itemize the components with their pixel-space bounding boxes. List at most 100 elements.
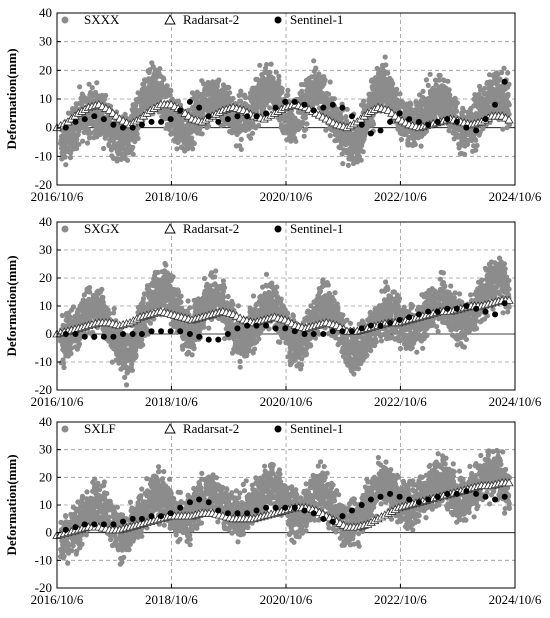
data-point <box>310 107 317 114</box>
data-point <box>132 355 138 361</box>
data-point <box>129 367 135 373</box>
data-point <box>114 158 120 164</box>
data-point <box>396 110 403 117</box>
data-point <box>437 72 443 79</box>
data-point <box>84 140 91 146</box>
data-point <box>250 130 256 136</box>
data-point <box>101 145 107 152</box>
data-point <box>61 153 67 159</box>
legend-marker-black-dot <box>274 16 282 24</box>
data-point <box>163 262 169 268</box>
data-point <box>408 101 414 107</box>
data-point <box>377 127 384 134</box>
data-point <box>148 118 155 125</box>
data-point <box>331 96 337 102</box>
data-point <box>397 91 403 97</box>
data-point <box>110 121 117 128</box>
data-point <box>177 107 184 114</box>
data-point <box>132 138 138 145</box>
y-axis-label: Deformation(mm) <box>4 48 19 149</box>
data-point <box>252 346 258 352</box>
data-point <box>420 88 426 94</box>
data-point <box>89 85 95 91</box>
data-point <box>67 155 74 161</box>
data-point <box>81 116 88 123</box>
data-point <box>492 101 499 108</box>
data-point <box>124 157 131 163</box>
data-point <box>237 358 243 364</box>
x-tick-label: 2022/10/6 <box>374 189 427 204</box>
data-point <box>237 364 243 370</box>
data-point <box>189 135 195 141</box>
data-point <box>242 95 249 101</box>
y-tick-label: -10 <box>35 148 52 163</box>
y-tick-label: 20 <box>39 62 52 77</box>
data-point <box>263 110 270 117</box>
data-point <box>367 130 374 137</box>
data-point <box>226 84 232 91</box>
data-point <box>158 118 165 125</box>
data-point <box>185 298 191 304</box>
data-point <box>320 104 327 111</box>
y-tick-label: 10 <box>39 91 52 106</box>
data-point <box>425 82 431 88</box>
data-point <box>427 71 433 77</box>
data-point <box>72 118 79 125</box>
data-point <box>276 73 282 79</box>
data-point <box>76 340 82 346</box>
data-point <box>175 287 181 293</box>
data-point <box>138 121 145 128</box>
data-point <box>444 116 451 123</box>
data-point <box>222 285 228 291</box>
data-point <box>237 98 243 104</box>
data-point <box>86 81 92 87</box>
data-point <box>191 140 197 147</box>
data-point <box>344 106 350 112</box>
y-tick-label: 0 <box>46 120 53 135</box>
data-point <box>174 146 180 152</box>
data-point <box>272 104 279 111</box>
data-point <box>256 336 262 342</box>
data-point <box>73 137 80 143</box>
data-point <box>453 118 460 125</box>
data-point <box>253 113 260 120</box>
data-point <box>382 54 388 60</box>
data-point <box>167 116 174 123</box>
data-point <box>322 77 328 83</box>
legend-label: SXXX <box>84 12 120 27</box>
data-point <box>68 150 74 156</box>
data-point <box>327 133 333 139</box>
legend-label: Radarsat-2 <box>183 12 239 27</box>
data-point <box>140 299 146 305</box>
data-point <box>63 162 69 168</box>
data-point <box>406 116 413 123</box>
data-point <box>394 86 400 92</box>
data-point <box>505 70 511 76</box>
data-point <box>170 274 176 280</box>
data-point <box>257 62 263 68</box>
data-point <box>454 100 460 106</box>
data-point <box>267 69 273 75</box>
data-point <box>501 78 508 85</box>
data-point <box>387 118 394 125</box>
data-point <box>168 88 174 94</box>
data-point <box>212 274 218 280</box>
data-point <box>87 285 93 291</box>
data-point <box>506 102 512 108</box>
data-point <box>230 301 236 307</box>
data-point <box>134 131 140 137</box>
data-point <box>301 133 307 139</box>
data-point <box>77 84 83 90</box>
data-point <box>311 58 317 64</box>
data-point <box>178 293 184 299</box>
data-point <box>398 136 404 143</box>
data-point <box>91 113 98 120</box>
data-point <box>385 70 391 76</box>
data-point <box>415 118 422 125</box>
data-point <box>302 115 308 121</box>
data-point <box>244 113 251 120</box>
data-point <box>370 121 377 127</box>
data-point <box>303 126 309 132</box>
data-point <box>326 91 332 97</box>
